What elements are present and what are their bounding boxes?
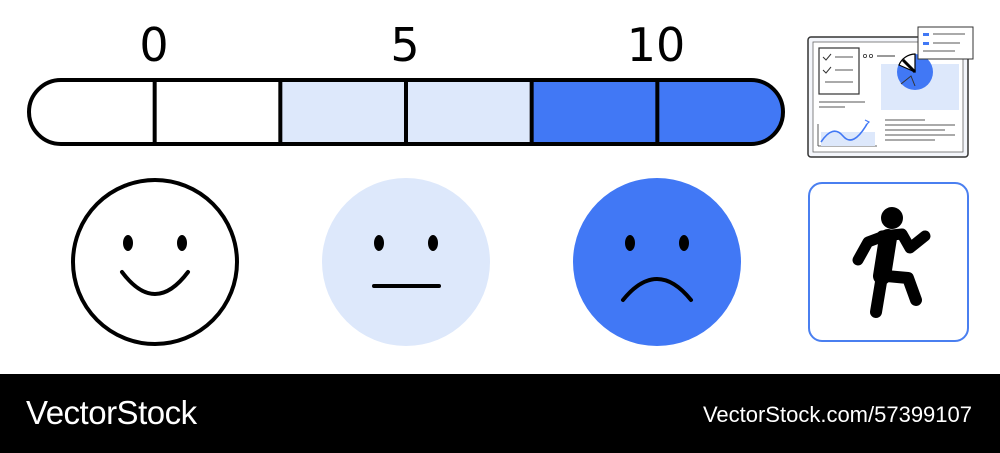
scale-label-10: 10 <box>626 18 686 72</box>
scale-segment-1 <box>29 80 156 144</box>
scale-label-5: 5 <box>390 18 420 72</box>
footer-bar: VectorStock VectorStock.com/57399107 <box>0 374 1000 453</box>
footer-image-id: VectorStock.com/57399107 <box>702 402 972 427</box>
scale-label-0: 0 <box>139 18 169 72</box>
scale-segment-6 <box>657 80 783 144</box>
footer-brand: VectorStock <box>26 394 197 431</box>
running-person-icon <box>852 207 931 318</box>
report-dashboard-icon <box>807 26 974 158</box>
running-person-card <box>808 182 969 342</box>
neutral-face-icon <box>322 178 490 346</box>
sad-face-icon <box>573 178 741 346</box>
pain-scale-bar <box>27 78 785 146</box>
happy-face-icon <box>71 178 239 346</box>
scale-segment-3 <box>280 80 407 144</box>
scale-segment-4 <box>406 80 533 144</box>
scale-segment-5 <box>531 80 658 144</box>
scale-segment-2 <box>154 80 281 144</box>
faces-row <box>71 178 741 346</box>
